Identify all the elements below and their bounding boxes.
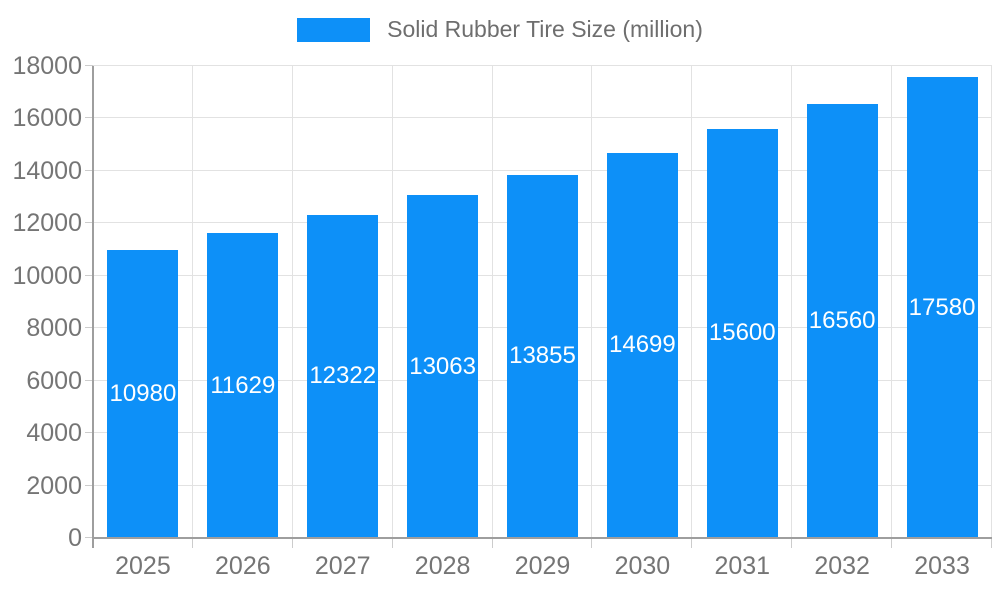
bar-value-label: 17580 bbox=[908, 293, 976, 321]
x-tick-label: 2030 bbox=[614, 552, 671, 580]
bar-value-label: 10980 bbox=[109, 380, 177, 408]
x-axis-tick bbox=[591, 538, 593, 548]
y-axis-line bbox=[92, 66, 94, 548]
y-axis-labels: 0 2000 4000 6000 8000 10000 12000 14000 16000 180… bbox=[0, 52, 82, 552]
x-tick-label: 2027 bbox=[314, 552, 371, 580]
x-axis-tick bbox=[491, 538, 493, 548]
v-gridline bbox=[291, 66, 293, 538]
legend-swatch-icon bbox=[297, 17, 371, 42]
x-axis-tick bbox=[391, 538, 393, 548]
v-gridline bbox=[791, 66, 793, 538]
bar-value-label: 11629 bbox=[210, 371, 276, 399]
bar-value-label: 15600 bbox=[708, 319, 776, 347]
x-axis-tick bbox=[791, 538, 793, 548]
bar-value-label: 13063 bbox=[409, 352, 476, 380]
legend[interactable]: Solid Rubber Tire Size (million) bbox=[0, 16, 1000, 43]
y-axis-tick bbox=[85, 65, 93, 66]
y-axis-tick bbox=[85, 274, 93, 276]
x-tick-label: 2032 bbox=[814, 552, 870, 580]
y-tick-label: 14000 bbox=[12, 156, 82, 185]
plot-area: 10980 11629 12322 13063 13855 14699 15600 16560… bbox=[85, 65, 992, 548]
v-gridline bbox=[391, 66, 393, 538]
bar-value-label: 14699 bbox=[609, 331, 676, 359]
bar: 14699 bbox=[606, 152, 678, 538]
bar: 12322 bbox=[307, 214, 379, 538]
x-tick-label: 2031 bbox=[714, 552, 771, 580]
y-tick-label: 4000 bbox=[26, 419, 82, 448]
x-tick-label: 2028 bbox=[414, 552, 471, 580]
y-axis-tick bbox=[85, 379, 93, 381]
y-tick-label: 2000 bbox=[26, 471, 82, 500]
y-axis-tick bbox=[85, 327, 93, 329]
y-axis-tick bbox=[85, 169, 93, 171]
y-tick-label: 0 bbox=[68, 524, 82, 552]
y-tick-label: 12000 bbox=[12, 209, 82, 238]
v-gridline bbox=[591, 66, 593, 538]
x-axis-tick bbox=[691, 538, 693, 548]
v-gridline bbox=[491, 66, 493, 538]
bar-value-label: 12322 bbox=[309, 362, 377, 390]
legend-label: Solid Rubber Tire Size (million) bbox=[387, 16, 703, 42]
v-gridline bbox=[191, 66, 193, 538]
x-axis-tick bbox=[891, 538, 893, 548]
x-axis-tick bbox=[291, 538, 293, 548]
bar: 16560 bbox=[806, 103, 878, 538]
y-tick-label: 10000 bbox=[12, 261, 82, 290]
bar: 15600 bbox=[706, 128, 778, 538]
x-tick-label: 2025 bbox=[115, 552, 171, 580]
v-gridline bbox=[991, 66, 992, 538]
x-axis-line bbox=[93, 537, 992, 539]
h-gridline bbox=[93, 65, 992, 66]
bar: 17580 bbox=[906, 77, 978, 538]
v-gridline bbox=[891, 66, 893, 538]
x-tick-label: 2029 bbox=[514, 552, 571, 580]
x-axis-tick bbox=[991, 538, 992, 548]
bar-value-label: 16560 bbox=[808, 306, 876, 334]
y-tick-label: 6000 bbox=[26, 366, 82, 395]
y-tick-label: 18000 bbox=[12, 52, 82, 80]
y-axis-tick bbox=[85, 484, 93, 486]
x-axis-labels: 2025 2026 2027 2028 2029 2030 2031 2032 2033 bbox=[93, 552, 992, 588]
y-axis-tick bbox=[85, 537, 93, 538]
h-gridline bbox=[93, 117, 992, 119]
x-axis-tick bbox=[191, 538, 193, 548]
x-tick-label: 2033 bbox=[914, 552, 970, 580]
bar: 13855 bbox=[507, 174, 578, 538]
bar-value-label: 13855 bbox=[509, 342, 576, 370]
y-axis-tick bbox=[85, 432, 93, 434]
x-tick-label: 2026 bbox=[215, 552, 271, 580]
y-tick-label: 8000 bbox=[26, 314, 82, 343]
y-axis-tick bbox=[85, 222, 93, 224]
y-axis-tick bbox=[85, 117, 93, 119]
bar: 13063 bbox=[407, 195, 479, 538]
v-gridline bbox=[691, 66, 693, 538]
bar: 10980 bbox=[107, 250, 179, 538]
h-gridline bbox=[93, 169, 992, 171]
y-tick-label: 16000 bbox=[12, 104, 82, 133]
bar: 11629 bbox=[207, 233, 279, 538]
